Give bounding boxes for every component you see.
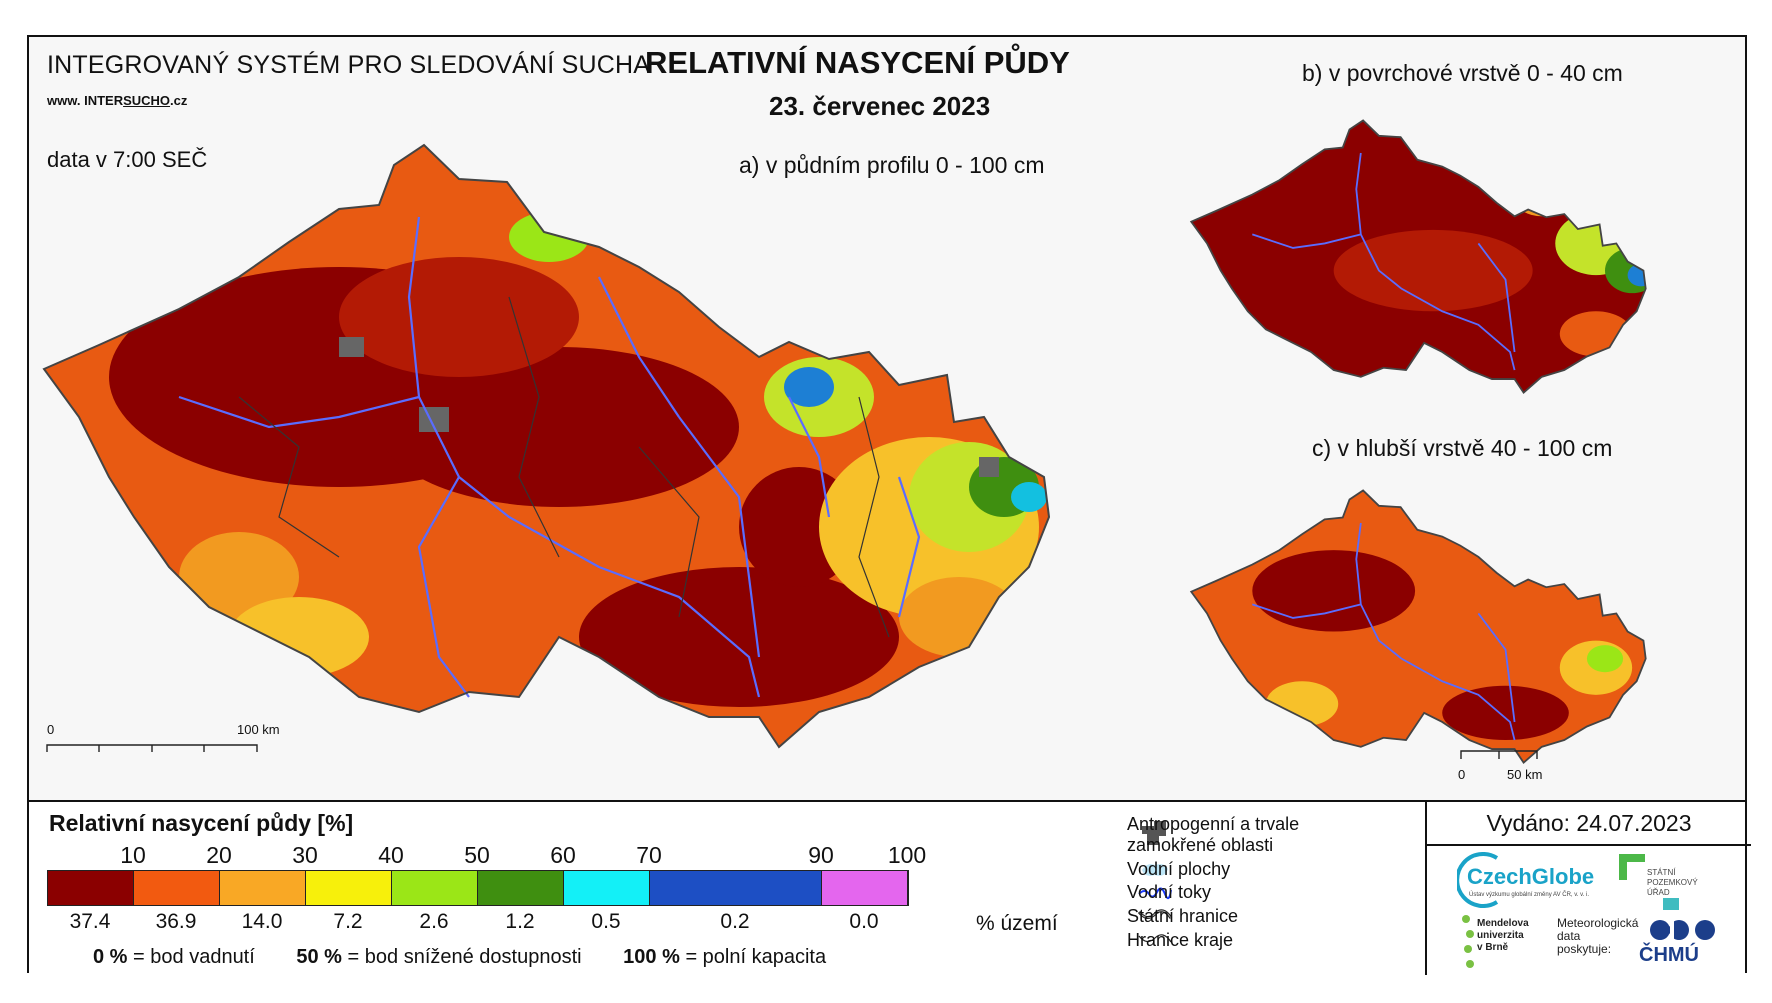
water-body-icon xyxy=(1142,864,1168,876)
legend-threshold-0: 10 xyxy=(120,842,146,868)
symbol-state-border: Státní hranice xyxy=(1127,906,1239,926)
website-suffix: .cz xyxy=(170,93,188,108)
legend-panel: Relativní nasycení půdy [%] 10 20 30 40 50 60… xyxy=(29,800,1751,975)
map-date: 23. červenec 2023 xyxy=(769,91,991,121)
legend-threshold-2: 30 xyxy=(292,842,318,868)
website-underlined: SUCHO xyxy=(123,93,171,108)
legend-class-2 xyxy=(220,871,306,905)
met-line-2: data xyxy=(1557,929,1581,943)
main-title: RELATIVNÍ NASYCENÍ PŮDY xyxy=(645,45,1070,80)
system-title: INTEGROVANÝ SYSTÉM PRO SLEDOVÁNÍ SUCHA xyxy=(47,51,651,79)
mendel-line-1: Mendelova xyxy=(1477,918,1529,929)
symbol-anthropogenic-line1: Antropogenní a trvale xyxy=(1127,814,1300,834)
issuer-box: Vydáno: 24.07.2023 CzechGlobe Ústav výzk… xyxy=(1425,802,1751,975)
symbol-region-border: Hranice kraje xyxy=(1127,930,1234,950)
met-line-3: poskytuje: xyxy=(1557,942,1612,956)
main-map xyxy=(43,144,1050,752)
water-stream-icon xyxy=(1138,887,1172,900)
spu-line-3: ÚŘAD xyxy=(1647,888,1670,897)
figure-frame: INTEGROVANÝ SYSTÉM PRO SLEDOVÁNÍ SUCHA w… xyxy=(27,35,1751,975)
main-scale-bar xyxy=(46,744,258,752)
legend-class-7 xyxy=(650,871,822,905)
legend-percent-4: 2.6 xyxy=(419,910,449,933)
symbol-water-bodies: Vodní plochy xyxy=(1127,859,1231,879)
met-data-text: Meteorologická data poskytuje: xyxy=(1557,917,1638,956)
legend-percent-1: 36.9 xyxy=(155,910,197,933)
chmu-logo: ČHMÚ xyxy=(1639,944,1699,966)
spu-logo-accent xyxy=(1663,898,1679,910)
legend-class-8 xyxy=(822,871,908,905)
legend-percent-0: 37.4 xyxy=(69,910,111,933)
small-scale-start: 0 xyxy=(1458,767,1466,782)
region-border-icon xyxy=(1138,934,1172,943)
top-map-caption: b) v povrchové vrstvě 0 - 40 cm xyxy=(1302,60,1623,86)
czechglobe-subtitle: Ústav výzkumu globální změny AV ČR, v. v… xyxy=(1469,892,1590,898)
legend-threshold-4: 50 xyxy=(464,842,490,868)
legend-percent-5: 1.2 xyxy=(505,910,535,933)
note-2-text: = polní kapacita xyxy=(685,946,827,968)
small-scale-end: 50 km xyxy=(1507,767,1543,782)
legend-notes: 0 % = bod vadnutí 50 % = bod snížené dos… xyxy=(93,946,826,969)
spu-line-1: STÁTNÍ xyxy=(1647,868,1676,877)
legend-title: Relativní nasycení půdy [%] xyxy=(49,810,354,836)
area-unit: % území xyxy=(976,912,1058,935)
legend-threshold-5: 60 xyxy=(550,842,576,868)
website-prefix: www. INTER xyxy=(47,93,124,108)
legend-class-1 xyxy=(134,871,220,905)
website-link[interactable]: www. INTERSUCHO.cz xyxy=(47,93,187,108)
legend-class-3 xyxy=(306,871,392,905)
note-1-text: = bod snížené dostupnosti xyxy=(347,946,582,968)
legend-threshold-6: 70 xyxy=(636,842,662,868)
symbol-anthropogenic-line2: zamokřené oblasti xyxy=(1127,835,1274,855)
legend-threshold-7: 90 xyxy=(808,842,834,868)
main-map-caption: a) v půdním profilu 0 - 100 cm xyxy=(739,152,1045,178)
main-scale-end: 100 km xyxy=(237,722,280,737)
legend-threshold-1: 20 xyxy=(206,842,232,868)
symbol-water-streams: Vodní toky xyxy=(1127,882,1212,902)
anthropogenic-area-icon xyxy=(1142,821,1166,845)
mendel-line-2: univerzita xyxy=(1477,930,1524,941)
legend-class-0 xyxy=(48,871,134,905)
small-scale-bar xyxy=(1460,750,1538,759)
legend-class-4 xyxy=(392,871,478,905)
spu-line-2: POZEMKOVÝ xyxy=(1647,878,1698,887)
chmu-logo-mark xyxy=(1650,920,1715,940)
legend-percent-2: 14.0 xyxy=(241,910,283,933)
note-1-value: 50 % xyxy=(296,946,342,968)
data-time: data v 7:00 SEČ xyxy=(47,147,208,172)
note-0-value: 0 % xyxy=(93,946,128,968)
met-line-1: Meteorologická xyxy=(1557,916,1639,930)
spu-logo-mark xyxy=(1619,854,1645,880)
legend-percent-3: 7.2 xyxy=(333,910,363,933)
mendel-logo-dots xyxy=(1462,915,1474,968)
legend-percent-8: 0.0 xyxy=(849,910,879,933)
bottom-map-caption: c) v hlubší vrstvě 40 - 100 cm xyxy=(1312,435,1613,461)
legend-percent-7: 0.2 xyxy=(720,910,750,933)
state-border-icon xyxy=(1137,909,1173,919)
mendel-logo: Mendelova univerzita v Brně xyxy=(1477,918,1529,954)
note-2-value: 100 % xyxy=(623,946,680,968)
main-scale-start: 0 xyxy=(47,722,55,737)
note-0-text: = bod vadnutí xyxy=(133,946,255,968)
legend-percent-6: 0.5 xyxy=(591,910,621,933)
legend-class-6 xyxy=(564,871,650,905)
czechglobe-logo: CzechGlobe xyxy=(1467,864,1595,889)
legend-class-5 xyxy=(478,871,564,905)
legend-threshold-3: 40 xyxy=(378,842,404,868)
mendel-line-3: v Brně xyxy=(1477,942,1509,953)
issued-date: Vydáno: 24.07.2023 xyxy=(1427,802,1751,846)
top-map xyxy=(1190,119,1647,394)
color-scale xyxy=(47,870,909,906)
spu-logo: STÁTNÍ POZEMKOVÝ ÚŘAD xyxy=(1647,868,1698,898)
bottom-map xyxy=(1190,489,1647,764)
czechglobe-logo-arc xyxy=(1457,852,1499,908)
legend-threshold-8: 100 xyxy=(887,842,927,868)
